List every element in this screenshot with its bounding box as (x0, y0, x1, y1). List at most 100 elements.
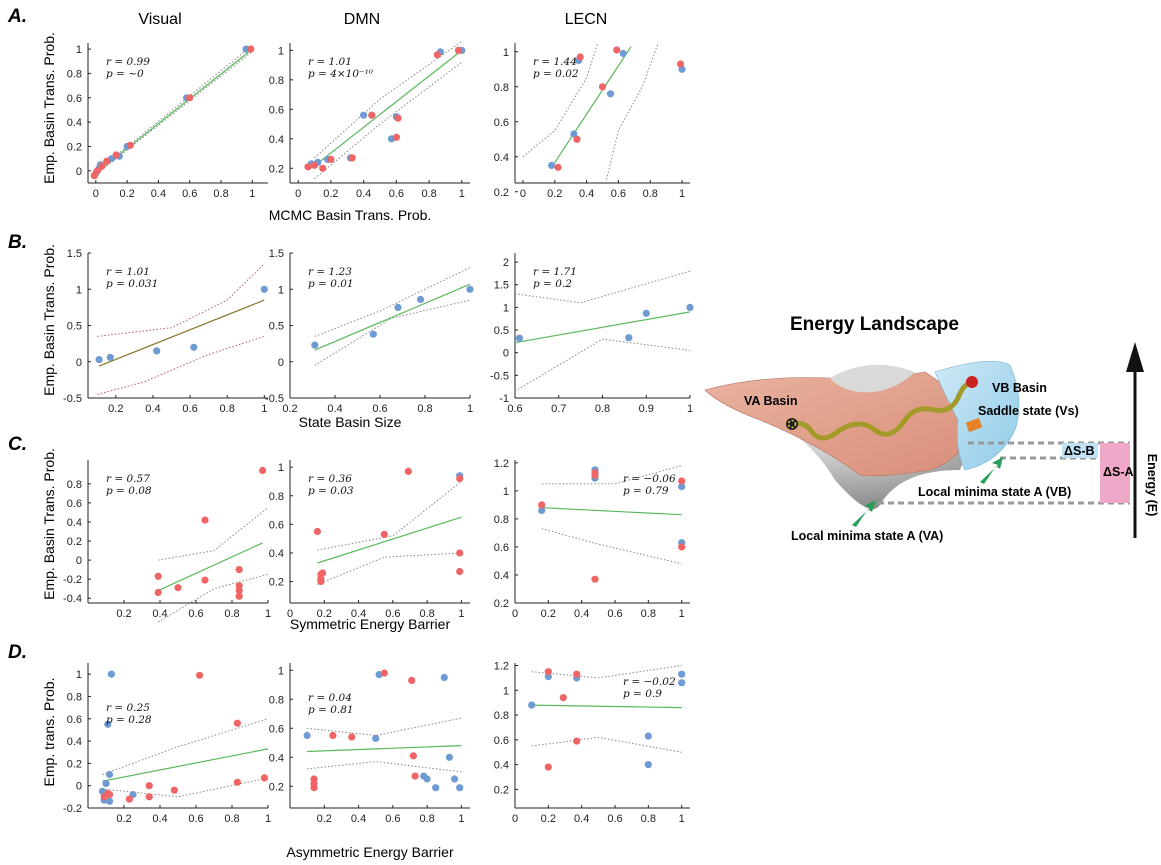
y-tick-label: 1.2 (494, 660, 509, 672)
data-point-blue (95, 356, 103, 364)
fit-line (157, 542, 263, 592)
data-point-blue (190, 343, 198, 351)
data-point-red (380, 530, 388, 539)
landscape-ridge (830, 364, 915, 393)
y-tick-label: 1 (76, 284, 82, 296)
state-b-marker (966, 376, 978, 388)
fit-line (102, 748, 269, 782)
x-tick-label: 0 (520, 188, 526, 200)
data-point-blue (678, 483, 686, 491)
ci-lower-line (317, 552, 462, 585)
ci-lower-line (314, 61, 463, 179)
y-tick-label: 0 (76, 357, 82, 369)
data-point-blue (538, 506, 546, 515)
data-point-red (98, 162, 106, 170)
x-tick-label: 0.4 (151, 188, 166, 200)
fit-line (514, 311, 691, 344)
data-point-red (319, 164, 327, 172)
data-point-red (456, 549, 464, 557)
data-point-red (392, 133, 400, 141)
data-point-red (145, 793, 153, 801)
x-tick-label: 0.2 (323, 188, 338, 200)
data-point-blue (466, 285, 474, 293)
data-point-red (329, 731, 337, 740)
data-point-red (573, 670, 581, 678)
data-point-blue (106, 353, 114, 361)
ci-lower-line (314, 299, 471, 366)
panel-a-visual: 0 0.2 0.4 0.6 0.8 1 0 0.2 0.4 0.6 0.8 1 r = 0.99p = … (67, 43, 268, 200)
x-tick-label: 0.8 (641, 608, 656, 620)
stat-p: p = ~0 (106, 68, 144, 80)
column-title-visual: Visual (138, 11, 181, 28)
x-tick-label: 1 (687, 403, 693, 415)
y-tick-label: 0.6 (269, 519, 284, 531)
x-tick-label: 0.8 (421, 188, 436, 200)
x-tick-label: 0.8 (641, 813, 656, 825)
ci-upper-line (314, 267, 471, 337)
x-tick-label: 0 (512, 813, 518, 825)
y-tick-label: 1 (503, 302, 509, 314)
x-tick-label: 1 (261, 403, 267, 415)
x-tick-label: 0 (93, 188, 99, 200)
stat-p: p = 0.02 (533, 68, 579, 80)
y-tick-label: 0 (76, 781, 82, 793)
data-point-blue (423, 775, 431, 783)
y-tick-label: 0.4 (494, 152, 509, 164)
data-point-red (348, 733, 356, 741)
panel-b-lecn: 0.6 0.7 0.8 0.9 1 -1 -0.5 0 0.5 1 1.5 2 r = 1.71p = … (490, 253, 694, 415)
data-point-red (259, 466, 267, 475)
ci-lower-line (97, 335, 265, 395)
y-tick-label: 0.4 (67, 736, 82, 748)
panel-d-lecn: 0 0.2 0.4 0.6 0.8 1 0.2 0.4 0.6 0.8 1 1.2 r = −0.02p… (494, 660, 690, 825)
xlabel-row-d: Asymmetric Energy Barrier (286, 844, 454, 860)
data-point-red (154, 588, 162, 597)
x-tick-label: 1 (265, 608, 271, 620)
energy-axis-arrowhead (1126, 342, 1144, 372)
x-tick-label: 0.8 (643, 188, 658, 200)
x-tick-label: 1 (679, 188, 685, 200)
y-tick-label: 0.2 (269, 577, 284, 589)
fit-line (95, 48, 253, 174)
y-tick-label: 0.8 (494, 82, 509, 94)
data-point-red (544, 668, 552, 676)
y-tick-label: 0.5 (494, 325, 509, 337)
data-point-red (327, 155, 335, 163)
y-tick-label: 0.2 (269, 163, 284, 175)
x-tick-label: 0 (287, 608, 293, 620)
y-tick-label: 0.6 (269, 104, 284, 116)
data-point-red (591, 469, 599, 477)
stat-r: r = 0.04 (308, 692, 352, 704)
stat-p: p = 0.031 (106, 278, 158, 290)
panel-c-dmn: 0 0.2 0.4 0.6 0.8 1 0.2 0.4 0.6 0.8 1 r = 0.36p = 0… (269, 460, 470, 620)
data-point-blue (515, 334, 524, 342)
panel-b-visual: 0.2 0.4 0.6 0.8 1 -0.5 0 0.5 1 1.5 r = 1.01p = 0.0… (63, 248, 268, 415)
data-point-blue (102, 779, 110, 788)
data-point-red (186, 94, 194, 102)
y-tick-label: 0.8 (494, 710, 509, 722)
ci-upper-line (102, 718, 269, 775)
data-point-red (196, 671, 204, 679)
data-point-blue (311, 341, 319, 349)
y-tick-label: 0.8 (67, 479, 82, 491)
arrow-to-vb (980, 457, 1003, 484)
data-point-red (394, 114, 402, 122)
data-point-blue (440, 673, 448, 682)
y-tick-label: -0.5 (490, 370, 509, 382)
y-tick-label: 1.5 (67, 248, 82, 260)
energy-landscape: Energy Landscape VA Basin VB Basin Sa (704, 314, 1159, 543)
data-point-red (676, 60, 685, 68)
panel-d-visual: 0.2 0.4 0.6 0.8 1 -0.2 0 0.2 0.4 0.6 0.8 1 r = 0.25p… (63, 663, 271, 825)
x-tick-label: 0.4 (579, 188, 594, 200)
xlabel-row-b: State Basin Size (299, 414, 402, 430)
stat-r: r = 0.57 (106, 473, 150, 485)
row-letter-b: B. (8, 232, 27, 253)
fit-line (310, 49, 463, 169)
stat-r: r = −0.02 (623, 676, 676, 688)
x-tick-label: 1 (679, 813, 685, 825)
data-point-blue (394, 303, 402, 311)
transition-trajectory (787, 380, 973, 441)
data-point-red (319, 569, 327, 577)
delta-sb-box (1062, 443, 1098, 458)
ci-upper-line (541, 465, 682, 485)
